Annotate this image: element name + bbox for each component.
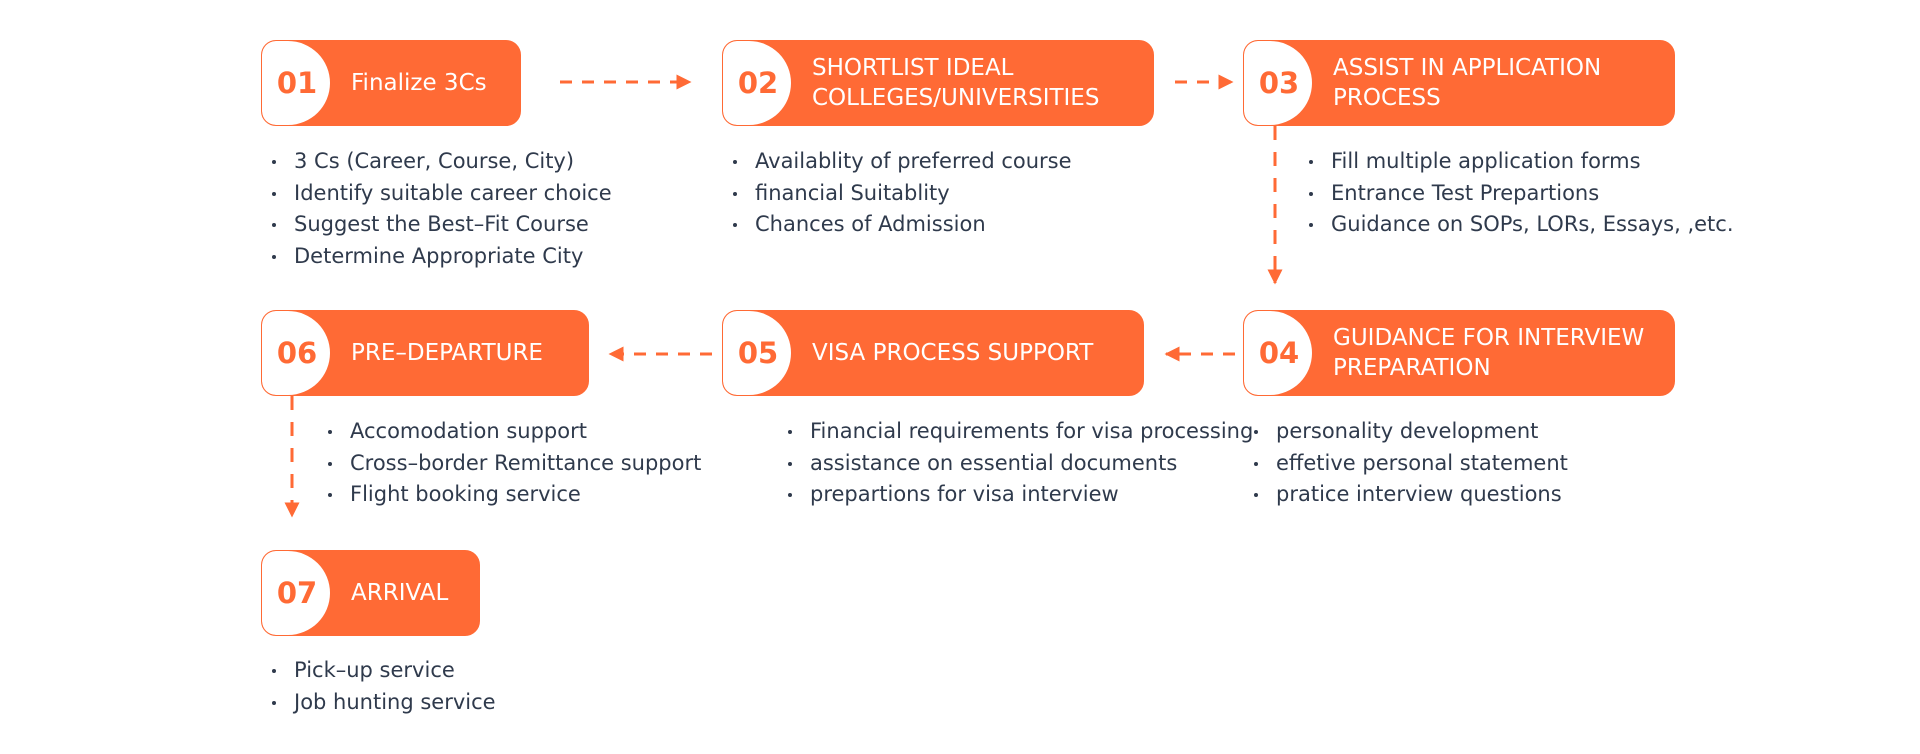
list-item: Cross–border Remittance support <box>326 448 701 480</box>
step-04-title: GUIDANCE FOR INTERVIEW PREPARATION <box>1333 325 1645 381</box>
step-04-bullets: personality development effetive persona… <box>1252 416 1568 511</box>
list-item: Guidance on SOPs, LORs, Essays, ,etc. <box>1307 209 1734 241</box>
step-03-box: 03 ASSIST IN APPLICATION PROCESS <box>1243 40 1675 126</box>
list-item: Accomodation support <box>326 416 701 448</box>
step-01-number: 01 <box>262 41 330 125</box>
list-item: Chances of Admission <box>731 209 1072 241</box>
list-item: Financial requirements for visa processi… <box>786 416 1253 448</box>
list-item: effetive personal statement <box>1252 448 1568 480</box>
step-02-bullets: Availablity of preferred course financia… <box>731 146 1072 241</box>
step-04-box: 04 GUIDANCE FOR INTERVIEW PREPARATION <box>1243 310 1675 396</box>
step-01-box: 01 Finalize 3Cs <box>261 40 521 126</box>
step-07-box: 07 ARRIVAL <box>261 550 480 636</box>
step-05-number: 05 <box>723 311 791 395</box>
step-02-title: SHORTLIST IDEAL COLLEGES/UNIVERSITIES <box>812 55 1100 111</box>
list-item: assistance on essential documents <box>786 448 1253 480</box>
step-05-bullets: Financial requirements for visa processi… <box>786 416 1253 511</box>
list-item: Entrance Test Prepartions <box>1307 178 1734 210</box>
step-03-number: 03 <box>1244 41 1312 125</box>
list-item: Job hunting service <box>270 687 496 719</box>
step-03-bullets: Fill multiple application forms Entrance… <box>1307 146 1734 241</box>
step-03-title: ASSIST IN APPLICATION PROCESS <box>1333 55 1602 111</box>
list-item: Pick–up service <box>270 655 496 687</box>
list-item: Flight booking service <box>326 479 701 511</box>
step-06-box: 06 PRE–DEPARTURE <box>261 310 589 396</box>
list-item: 3 Cs (Career, Course, City) <box>270 146 612 178</box>
step-05-title: VISA PROCESS SUPPORT <box>812 340 1094 366</box>
step-05-box: 05 VISA PROCESS SUPPORT <box>722 310 1144 396</box>
list-item: personality development <box>1252 416 1568 448</box>
step-06-title: PRE–DEPARTURE <box>351 340 543 366</box>
step-07-number: 07 <box>262 551 330 635</box>
list-item: Suggest the Best–Fit Course <box>270 209 612 241</box>
list-item: Determine Appropriate City <box>270 241 612 273</box>
list-item: Availablity of preferred course <box>731 146 1072 178</box>
step-07-title: ARRIVAL <box>351 580 449 606</box>
step-01-title: Finalize 3Cs <box>351 70 487 96</box>
step-01-bullets: 3 Cs (Career, Course, City) Identify sui… <box>270 146 612 272</box>
step-07-bullets: Pick–up service Job hunting service <box>270 655 496 718</box>
step-02-number: 02 <box>723 41 791 125</box>
list-item: prepartions for visa interview <box>786 479 1253 511</box>
list-item: financial Suitablity <box>731 178 1072 210</box>
step-06-bullets: Accomodation support Cross–border Remitt… <box>326 416 701 511</box>
step-06-number: 06 <box>262 311 330 395</box>
list-item: Fill multiple application forms <box>1307 146 1734 178</box>
step-02-box: 02 SHORTLIST IDEAL COLLEGES/UNIVERSITIES <box>722 40 1154 126</box>
list-item: Identify suitable career choice <box>270 178 612 210</box>
step-04-number: 04 <box>1244 311 1312 395</box>
list-item: pratice interview questions <box>1252 479 1568 511</box>
